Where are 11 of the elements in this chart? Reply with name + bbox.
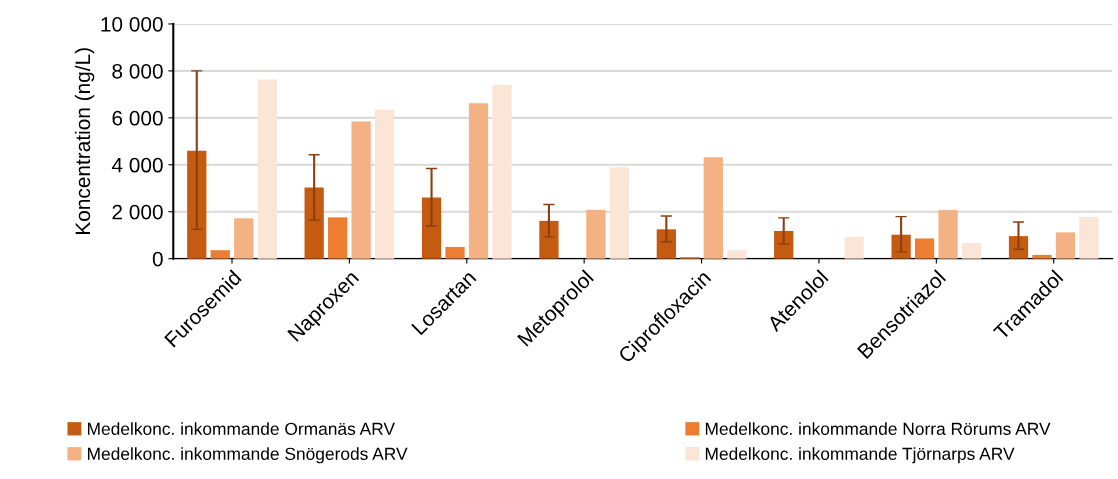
y-tick-label: 8 000 xyxy=(112,63,163,79)
legend-label: Medelkonc. inkommande Norra Rörums ARV xyxy=(705,422,1051,435)
y-tick-label: 10 000 xyxy=(101,16,163,32)
y-axis-title: Koncentration (ng/L) xyxy=(74,48,95,234)
legend-label: Medelkonc. inkommande Tjörnarps ARV xyxy=(705,447,1015,464)
y-tick-label: 6 000 xyxy=(112,110,163,126)
legend-label: Medelkonc. inkommande Ormanäs ARV xyxy=(87,422,395,435)
y-tick-label: 2 000 xyxy=(112,204,163,220)
y-tick-label: 0 xyxy=(152,251,163,267)
y-tick-label: 4 000 xyxy=(111,157,163,173)
legend-label: Medelkonc. inkommande Snögerods ARV xyxy=(87,447,408,464)
